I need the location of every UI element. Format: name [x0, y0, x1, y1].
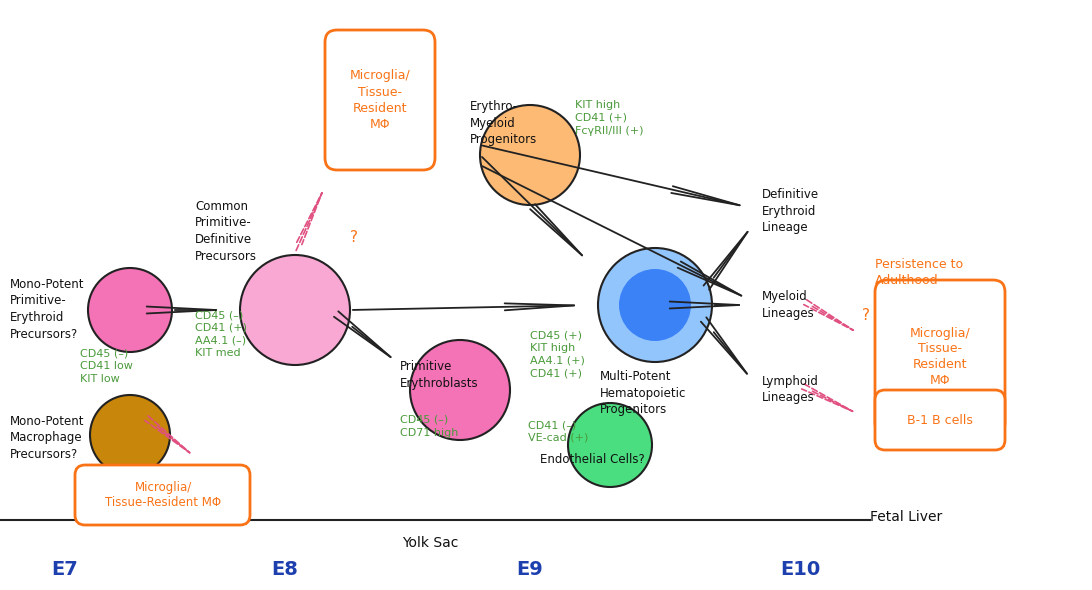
Circle shape [568, 403, 652, 487]
Text: ?: ? [862, 308, 870, 323]
Text: ?: ? [351, 230, 358, 245]
FancyBboxPatch shape [875, 280, 1005, 435]
Text: KIT high
CD41 (+)
FcγRII/III (+): KIT high CD41 (+) FcγRII/III (+) [575, 100, 643, 136]
Text: Microglia/
Tissue-
Resident
MΦ: Microglia/ Tissue- Resident MΦ [349, 70, 411, 130]
Text: Microglia/
Tissue-Resident MΦ: Microglia/ Tissue-Resident MΦ [105, 480, 221, 510]
Circle shape [88, 268, 173, 352]
Text: Lymphoid
Lineages: Lymphoid Lineages [762, 375, 819, 405]
Text: Microglia/
Tissue-
Resident
MΦ: Microglia/ Tissue- Resident MΦ [910, 326, 971, 388]
Text: Definitive
Erythroid
Lineage: Definitive Erythroid Lineage [762, 188, 819, 234]
Circle shape [619, 269, 691, 341]
Circle shape [240, 255, 351, 365]
Text: CD45 (–)
CD41 (+)
AA4.1 (–)
KIT med: CD45 (–) CD41 (+) AA4.1 (–) KIT med [195, 310, 247, 358]
Text: Myeloid
Lineages: Myeloid Lineages [762, 290, 815, 320]
Text: CD45 (+)
KIT high
AA4.1 (+)
CD41 (+): CD45 (+) KIT high AA4.1 (+) CD41 (+) [530, 330, 585, 378]
Circle shape [90, 395, 170, 475]
Text: Yolk Sac: Yolk Sac [402, 536, 459, 550]
FancyBboxPatch shape [325, 30, 435, 170]
Text: Endothelial Cells?: Endothelial Cells? [541, 453, 644, 466]
Circle shape [480, 105, 580, 205]
Text: E9: E9 [517, 560, 544, 579]
Text: Erythro-
Myeloid
Progenitors: Erythro- Myeloid Progenitors [470, 100, 537, 146]
Circle shape [410, 340, 510, 440]
Text: Common
Primitive-
Definitive
Precursors: Common Primitive- Definitive Precursors [195, 200, 257, 263]
Text: E10: E10 [780, 560, 820, 579]
Text: Primitive
Erythroblasts: Primitive Erythroblasts [400, 360, 478, 389]
Text: CD45 (–)
CD41 low
KIT low: CD45 (–) CD41 low KIT low [80, 348, 133, 384]
Circle shape [598, 248, 712, 362]
Text: Persistence to
Adulthood: Persistence to Adulthood [875, 258, 963, 287]
Text: Fetal Liver: Fetal Liver [870, 510, 942, 524]
Text: E7: E7 [51, 560, 79, 579]
Text: Multi-Potent
Hematopoietic
Progenitors: Multi-Potent Hematopoietic Progenitors [600, 370, 687, 416]
Text: E8: E8 [272, 560, 298, 579]
FancyBboxPatch shape [75, 465, 250, 525]
Text: CD41 (–)
VE-cad (+): CD41 (–) VE-cad (+) [529, 420, 589, 443]
Text: B-1 B cells: B-1 B cells [907, 414, 973, 427]
Text: Mono-Potent
Primitive-
Erythroid
Precursors?: Mono-Potent Primitive- Erythroid Precurs… [10, 278, 84, 340]
Text: Mono-Potent
Macrophage
Precursors?: Mono-Potent Macrophage Precursors? [10, 415, 84, 461]
Text: CD45 (–)
CD71 high: CD45 (–) CD71 high [400, 415, 459, 438]
FancyBboxPatch shape [875, 390, 1005, 450]
